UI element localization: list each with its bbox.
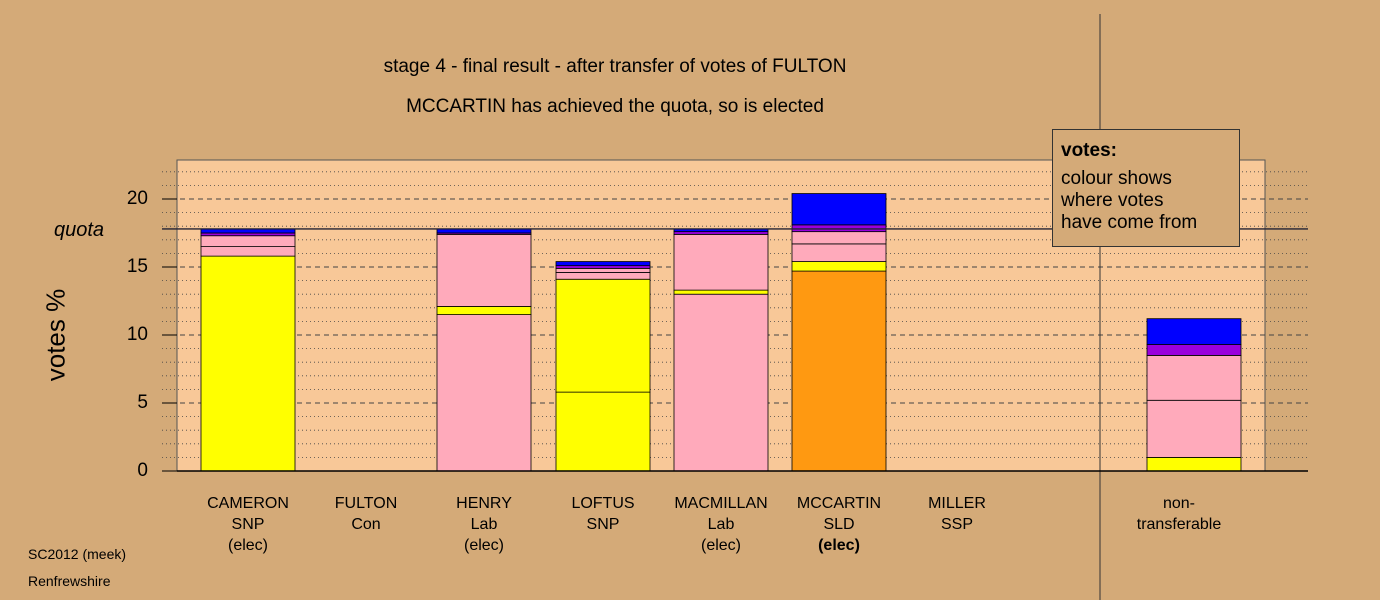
footer-source: SC2012 (meek) — [28, 546, 127, 562]
nontransferable-bar-segment — [1146, 318, 1242, 345]
candidate-party: SNP — [586, 516, 620, 533]
candidate-bar-segment — [436, 306, 532, 316]
candidate-bar-segment — [673, 289, 769, 295]
candidate-status: (elec) — [463, 537, 504, 554]
candidate-bar-segment — [436, 233, 532, 307]
candidate-name: LOFTUS — [571, 495, 635, 512]
y-axis-label: votes % — [40, 288, 71, 382]
nontransferable-bar-segment — [1146, 344, 1242, 356]
candidate-bar-segment — [673, 231, 769, 235]
candidate-label: CAMERON SNP (elec) — [183, 493, 313, 556]
y-tick-label: 0 — [137, 460, 148, 481]
candidate-name: CAMERON — [207, 495, 289, 512]
candidate-bar-segment — [673, 233, 769, 291]
nontransferable-bar-segment — [1146, 354, 1242, 401]
candidate-label: FULTON Con — [301, 493, 431, 535]
candidate-bar-segment — [436, 314, 532, 472]
candidate-bar-segment — [200, 246, 296, 257]
candidate-name: FULTON — [334, 495, 398, 512]
candidate-label: LOFTUS SNP — [538, 493, 668, 535]
candidate-bar-segment — [673, 293, 769, 472]
candidate-party: SLD — [823, 516, 855, 533]
candidate-bar-segment — [791, 193, 887, 226]
footer-area: Renfrewshire — [28, 573, 111, 589]
candidate-bar-segment — [791, 270, 887, 472]
candidate-name: MACMILLAN — [674, 495, 768, 512]
legend-title: votes: — [1061, 140, 1117, 161]
y-tick-label: 20 — [126, 188, 148, 209]
quota-label: quota — [54, 219, 105, 241]
candidate-bar-segment — [791, 224, 887, 233]
nontransferable-bar-segment — [1146, 399, 1242, 458]
candidate-party: SNP — [231, 516, 265, 533]
candidate-party: Con — [351, 516, 381, 533]
y-tick-label: 5 — [137, 392, 148, 413]
legend-line: colour shows — [1061, 168, 1172, 189]
nontransferable-bar-segment — [1146, 456, 1242, 472]
y-tick-label: 15 — [126, 256, 148, 277]
candidate-bar-segment — [555, 391, 651, 472]
candidate-party: Lab — [470, 516, 498, 533]
candidate-status: (elec) — [700, 537, 741, 554]
nontransferable-label: non- transferable — [1114, 493, 1244, 535]
candidate-bar-segment — [791, 243, 887, 262]
candidate-party: SSP — [940, 516, 973, 533]
candidate-name: MCCARTIN — [796, 495, 882, 512]
candidate-bar-segment — [555, 265, 651, 269]
candidate-bar-segment — [555, 278, 651, 393]
chart-title: stage 4 - final result - after transfer … — [383, 56, 847, 77]
candidate-label: HENRY Lab (elec) — [419, 493, 549, 556]
candidate-bar-segment — [555, 272, 651, 280]
legend-line: where votes — [1061, 190, 1164, 211]
candidate-bar-segment — [200, 235, 296, 248]
nontransferable-label-line2: transferable — [1136, 516, 1222, 533]
candidate-label: MCCARTIN SLD (elec) — [774, 493, 904, 556]
candidate-label: MILLER SSP — [892, 493, 1022, 535]
candidate-bar-segment — [555, 267, 651, 273]
candidate-bar-segment — [200, 232, 296, 237]
legend-line: have come from — [1061, 212, 1198, 233]
legend: votes: colour shows where votes have com… — [1052, 129, 1240, 247]
y-tick-label: 10 — [126, 324, 148, 345]
candidate-status: (elec) — [227, 537, 268, 554]
candidate-bar-segment — [791, 231, 887, 245]
chart-subtitle: MCCARTIN has achieved the quota, so is e… — [406, 96, 824, 117]
candidate-name: HENRY — [456, 495, 512, 512]
candidate-party: Lab — [707, 516, 735, 533]
candidate-status: (elec) — [818, 537, 860, 554]
candidate-bar-segment — [555, 261, 651, 267]
candidate-bar-segment — [200, 255, 296, 472]
candidate-name: MILLER — [928, 495, 986, 512]
nontransferable-label-line1: non- — [1162, 495, 1196, 512]
candidate-bar-segment — [791, 261, 887, 272]
candidate-label: MACMILLAN Lab (elec) — [656, 493, 786, 556]
